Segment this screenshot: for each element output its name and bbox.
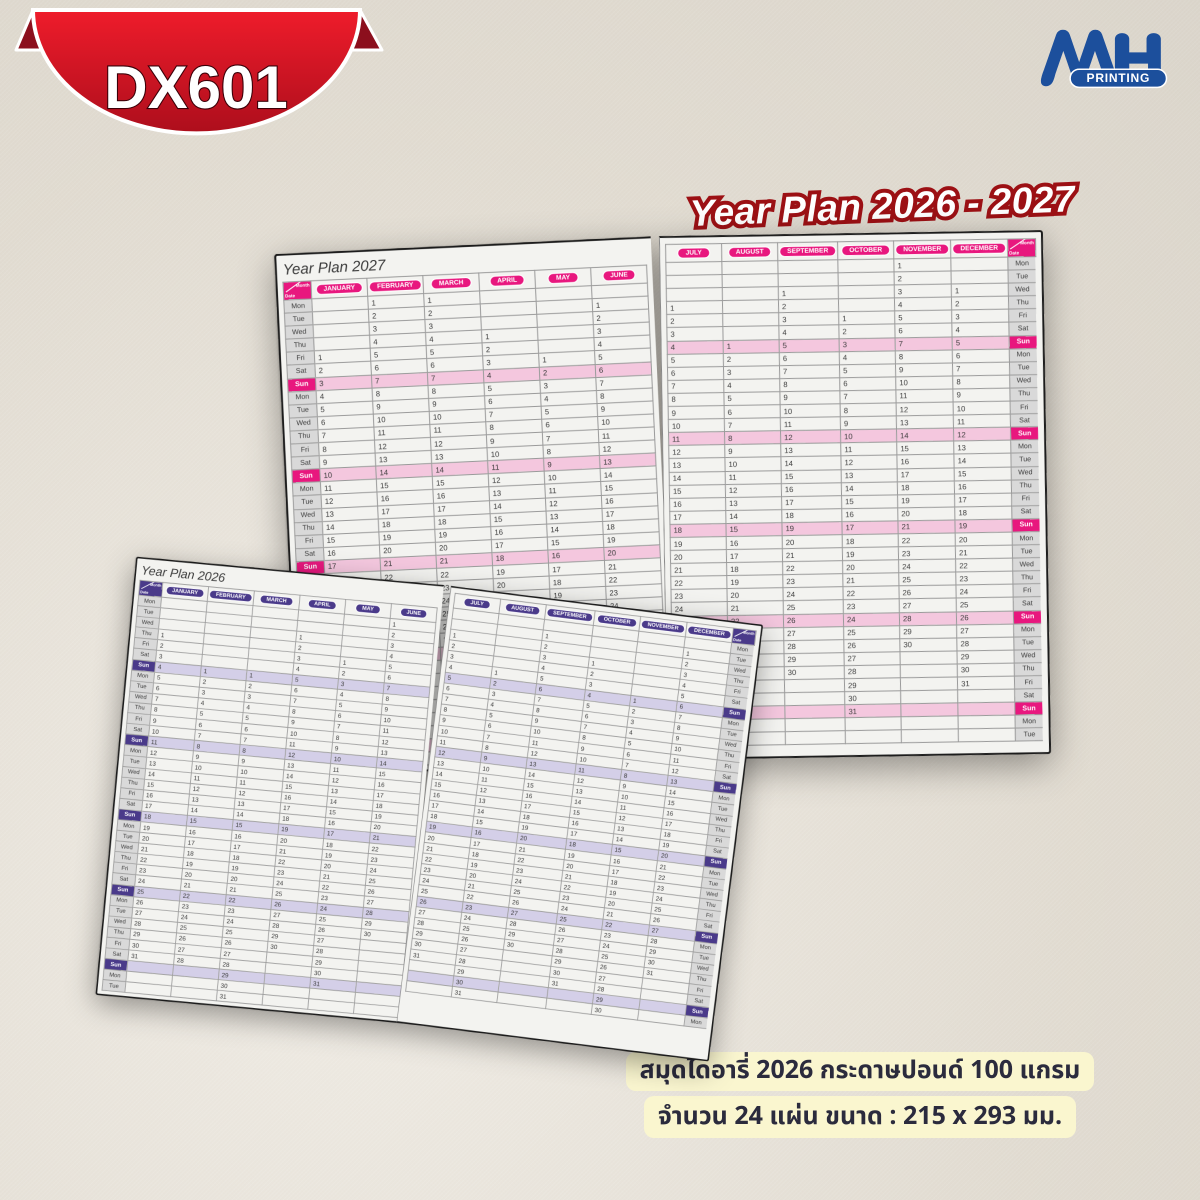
svg-text:DX601: DX601 xyxy=(104,54,287,121)
svg-text:PRINTING: PRINTING xyxy=(1087,71,1151,85)
